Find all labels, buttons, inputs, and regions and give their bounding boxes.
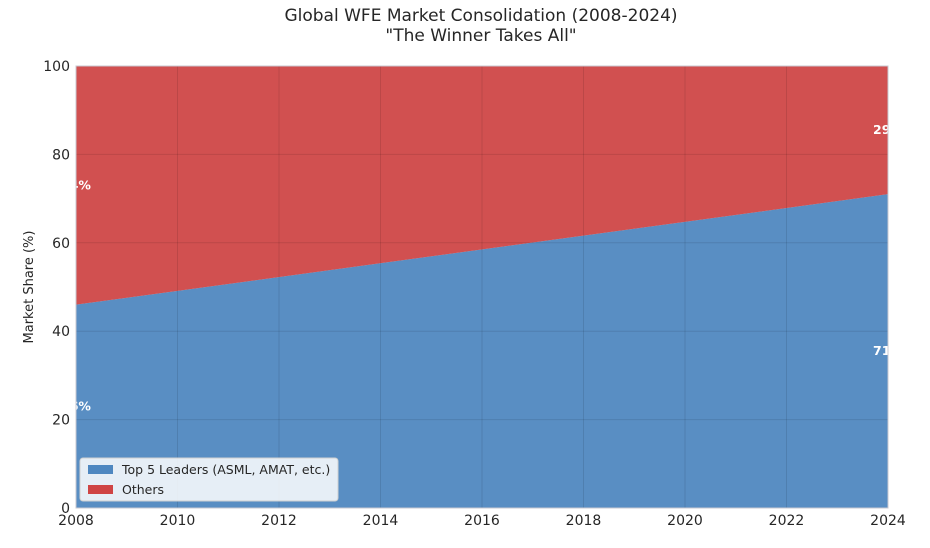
area-layer bbox=[76, 66, 888, 508]
data-label-0: 46% bbox=[61, 398, 91, 413]
data-label-2: 71% bbox=[873, 343, 903, 358]
legend: Top 5 Leaders (ASML, AMAT, etc.) Others bbox=[79, 457, 339, 502]
x-tick-label-2012: 2012 bbox=[261, 513, 297, 529]
x-tick-label-2010: 2010 bbox=[160, 513, 196, 529]
legend-label-top5: Top 5 Leaders (ASML, AMAT, etc.) bbox=[121, 462, 330, 477]
y-tick-label-0: 0 bbox=[61, 501, 70, 517]
y-tick-label-20: 20 bbox=[52, 413, 70, 429]
x-tick-label-2020: 2020 bbox=[667, 513, 703, 529]
chart-subtitle: "The Winner Takes All" bbox=[385, 26, 576, 46]
chart-title: Global WFE Market Consolidation (2008-20… bbox=[284, 6, 677, 26]
y-tick-label-60: 60 bbox=[52, 236, 70, 252]
y-axis-label: Market Share (%) bbox=[22, 231, 37, 344]
tick-layer: 2008 2010 2012 2014 2016 2018 2020 2022 20240204… bbox=[43, 59, 906, 529]
x-tick-label-2008: 2008 bbox=[58, 513, 94, 529]
legend-swatch-others bbox=[88, 485, 113, 494]
data-label-1: 54% bbox=[61, 177, 91, 192]
y-tick-label-40: 40 bbox=[52, 324, 70, 340]
x-tick-label-2018: 2018 bbox=[566, 513, 602, 529]
x-tick-label-2024: 2024 bbox=[870, 513, 906, 529]
data-label-layer: 46% 54% 71% 29% bbox=[61, 122, 903, 413]
y-tick-label-100: 100 bbox=[43, 59, 70, 75]
x-tick-label-2022: 2022 bbox=[769, 513, 805, 529]
plot-frame bbox=[75, 65, 889, 509]
legend-box bbox=[79, 457, 339, 502]
area-others bbox=[76, 66, 888, 305]
area-top-5-leaders-asml-amat-etc bbox=[76, 194, 888, 508]
x-tick-label-2014: 2014 bbox=[363, 513, 399, 529]
data-label-3: 29% bbox=[873, 122, 903, 137]
y-tick-label-80: 80 bbox=[52, 147, 70, 163]
legend-swatch-top5 bbox=[88, 465, 113, 474]
legend-label-others: Others bbox=[122, 482, 164, 497]
x-tick-label-2016: 2016 bbox=[464, 513, 500, 529]
